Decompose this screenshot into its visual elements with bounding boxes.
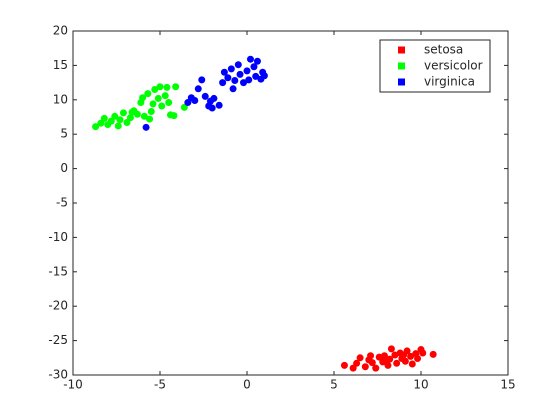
- point: [111, 112, 119, 120]
- point: [194, 85, 202, 93]
- point: [227, 65, 235, 73]
- point: [400, 351, 408, 359]
- point: [401, 357, 409, 365]
- point: [372, 364, 380, 372]
- point: [158, 102, 166, 110]
- point: [429, 350, 437, 358]
- point: [349, 364, 357, 372]
- point: [140, 112, 148, 120]
- point: [180, 103, 188, 111]
- point: [224, 74, 232, 82]
- point: [107, 117, 115, 125]
- point: [382, 357, 390, 365]
- point: [154, 94, 162, 102]
- point: [234, 61, 242, 69]
- point: [119, 109, 127, 117]
- point: [408, 360, 416, 368]
- y-tick-label: -15: [48, 264, 68, 278]
- x-tick-label: 10: [413, 378, 428, 392]
- point: [128, 108, 136, 116]
- point: [356, 354, 364, 362]
- point: [151, 85, 159, 93]
- point: [149, 100, 157, 108]
- point: [184, 99, 192, 107]
- x-tick-label: -10: [63, 378, 83, 392]
- point: [231, 77, 239, 85]
- y-tick-label: 10: [53, 92, 68, 106]
- point: [240, 79, 248, 87]
- y-tick-label: -5: [56, 196, 68, 210]
- point: [414, 354, 422, 362]
- point: [198, 76, 206, 84]
- point: [361, 363, 369, 371]
- y-tick-label: -25: [48, 333, 68, 347]
- point: [97, 119, 105, 127]
- point: [139, 94, 147, 102]
- legend-marker: [398, 78, 405, 86]
- y-tick-label: -20: [48, 299, 68, 313]
- point: [353, 359, 361, 367]
- point: [206, 97, 214, 105]
- point: [142, 123, 150, 131]
- point: [220, 68, 228, 76]
- point: [156, 83, 164, 91]
- point: [201, 92, 209, 100]
- legend-label: versicolor: [424, 59, 483, 73]
- point: [208, 104, 216, 112]
- y-tick-label: -30: [48, 368, 68, 382]
- legend-marker: [398, 62, 405, 70]
- point: [191, 96, 199, 104]
- point: [172, 83, 180, 91]
- point: [407, 352, 415, 360]
- point: [215, 101, 223, 109]
- point: [144, 90, 152, 98]
- x-tick-label: 15: [500, 378, 515, 392]
- point: [146, 115, 154, 123]
- point: [419, 349, 427, 357]
- point: [368, 359, 376, 367]
- point: [161, 92, 169, 100]
- point: [246, 55, 254, 63]
- point: [126, 114, 134, 122]
- legend-label: setosa: [424, 43, 463, 57]
- point: [165, 99, 173, 107]
- point: [114, 122, 122, 130]
- point: [340, 361, 348, 369]
- x-tick-label: 5: [330, 378, 338, 392]
- point: [367, 352, 375, 360]
- point: [170, 112, 178, 120]
- x-tick-label: 0: [243, 378, 251, 392]
- point: [253, 57, 261, 65]
- point: [163, 83, 171, 91]
- point: [100, 114, 108, 122]
- point: [260, 72, 268, 80]
- legend-marker: [398, 46, 405, 54]
- y-tick-label: 20: [53, 24, 68, 38]
- point: [393, 359, 401, 367]
- x-tick-label: -5: [154, 378, 166, 392]
- point: [219, 79, 227, 87]
- point: [123, 119, 131, 127]
- y-tick-label: 5: [60, 127, 68, 141]
- point: [116, 116, 124, 124]
- point: [252, 72, 260, 80]
- point: [147, 107, 155, 115]
- point: [250, 63, 258, 71]
- point: [243, 67, 251, 75]
- point: [245, 76, 253, 84]
- point: [92, 123, 100, 131]
- legend-label: virginica: [424, 75, 475, 89]
- y-tick-label: 0: [60, 161, 68, 175]
- point: [229, 85, 237, 93]
- point: [387, 345, 395, 353]
- y-tick-label: -10: [48, 230, 68, 244]
- point: [236, 70, 244, 78]
- y-tick-label: 15: [53, 58, 68, 72]
